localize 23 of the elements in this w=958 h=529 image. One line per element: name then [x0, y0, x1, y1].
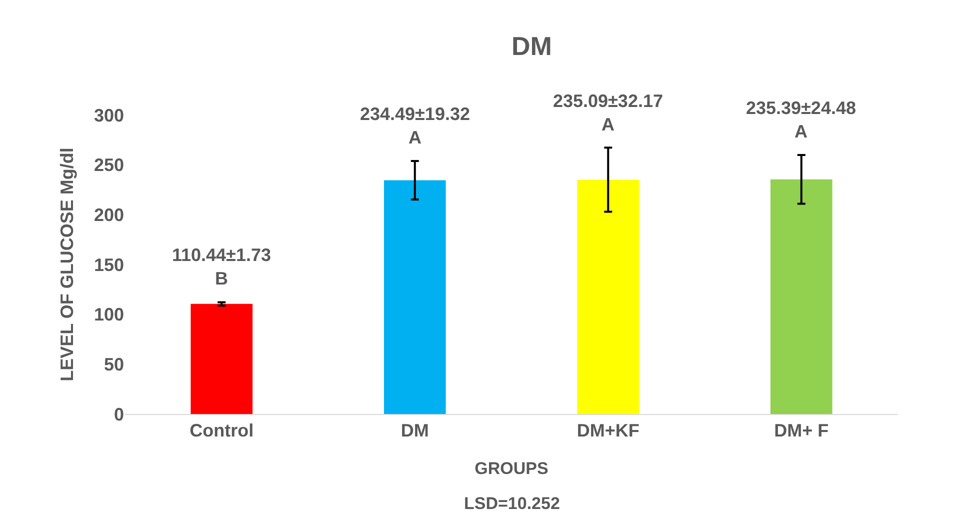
y-tick-label: 200	[94, 204, 124, 225]
bar	[770, 179, 832, 414]
x-tick-label: Control	[190, 420, 254, 441]
text: LSD=10.252	[464, 494, 560, 513]
x-tick-label: DM+ F	[774, 420, 829, 441]
y-tick-label: 100	[94, 304, 124, 325]
y-tick-label: 250	[94, 155, 124, 176]
data-label: 234.49±19.32 A	[360, 104, 470, 148]
y-axis-title: LEVEL OF GLUCOSE Mg/dl	[57, 148, 78, 382]
chart-title: DM	[511, 31, 552, 62]
x-tick-label: DM	[400, 420, 429, 441]
y-tick-label: 50	[104, 354, 124, 374]
data-label: 235.09±32.17 A	[553, 91, 663, 134]
bar	[190, 304, 253, 414]
y-tick-label: 0	[114, 404, 124, 424]
x-axis-title: GROUPS	[474, 459, 548, 478]
data-label: 235.39±24.48 A	[746, 98, 856, 142]
y-tick-label: 150	[94, 254, 124, 275]
bar	[577, 180, 640, 414]
y-tick-label: 300	[94, 105, 124, 126]
bar	[384, 180, 446, 414]
data-label: 110.44±1.73 B	[172, 245, 271, 288]
x-tick-label: DM+KF	[576, 420, 640, 441]
